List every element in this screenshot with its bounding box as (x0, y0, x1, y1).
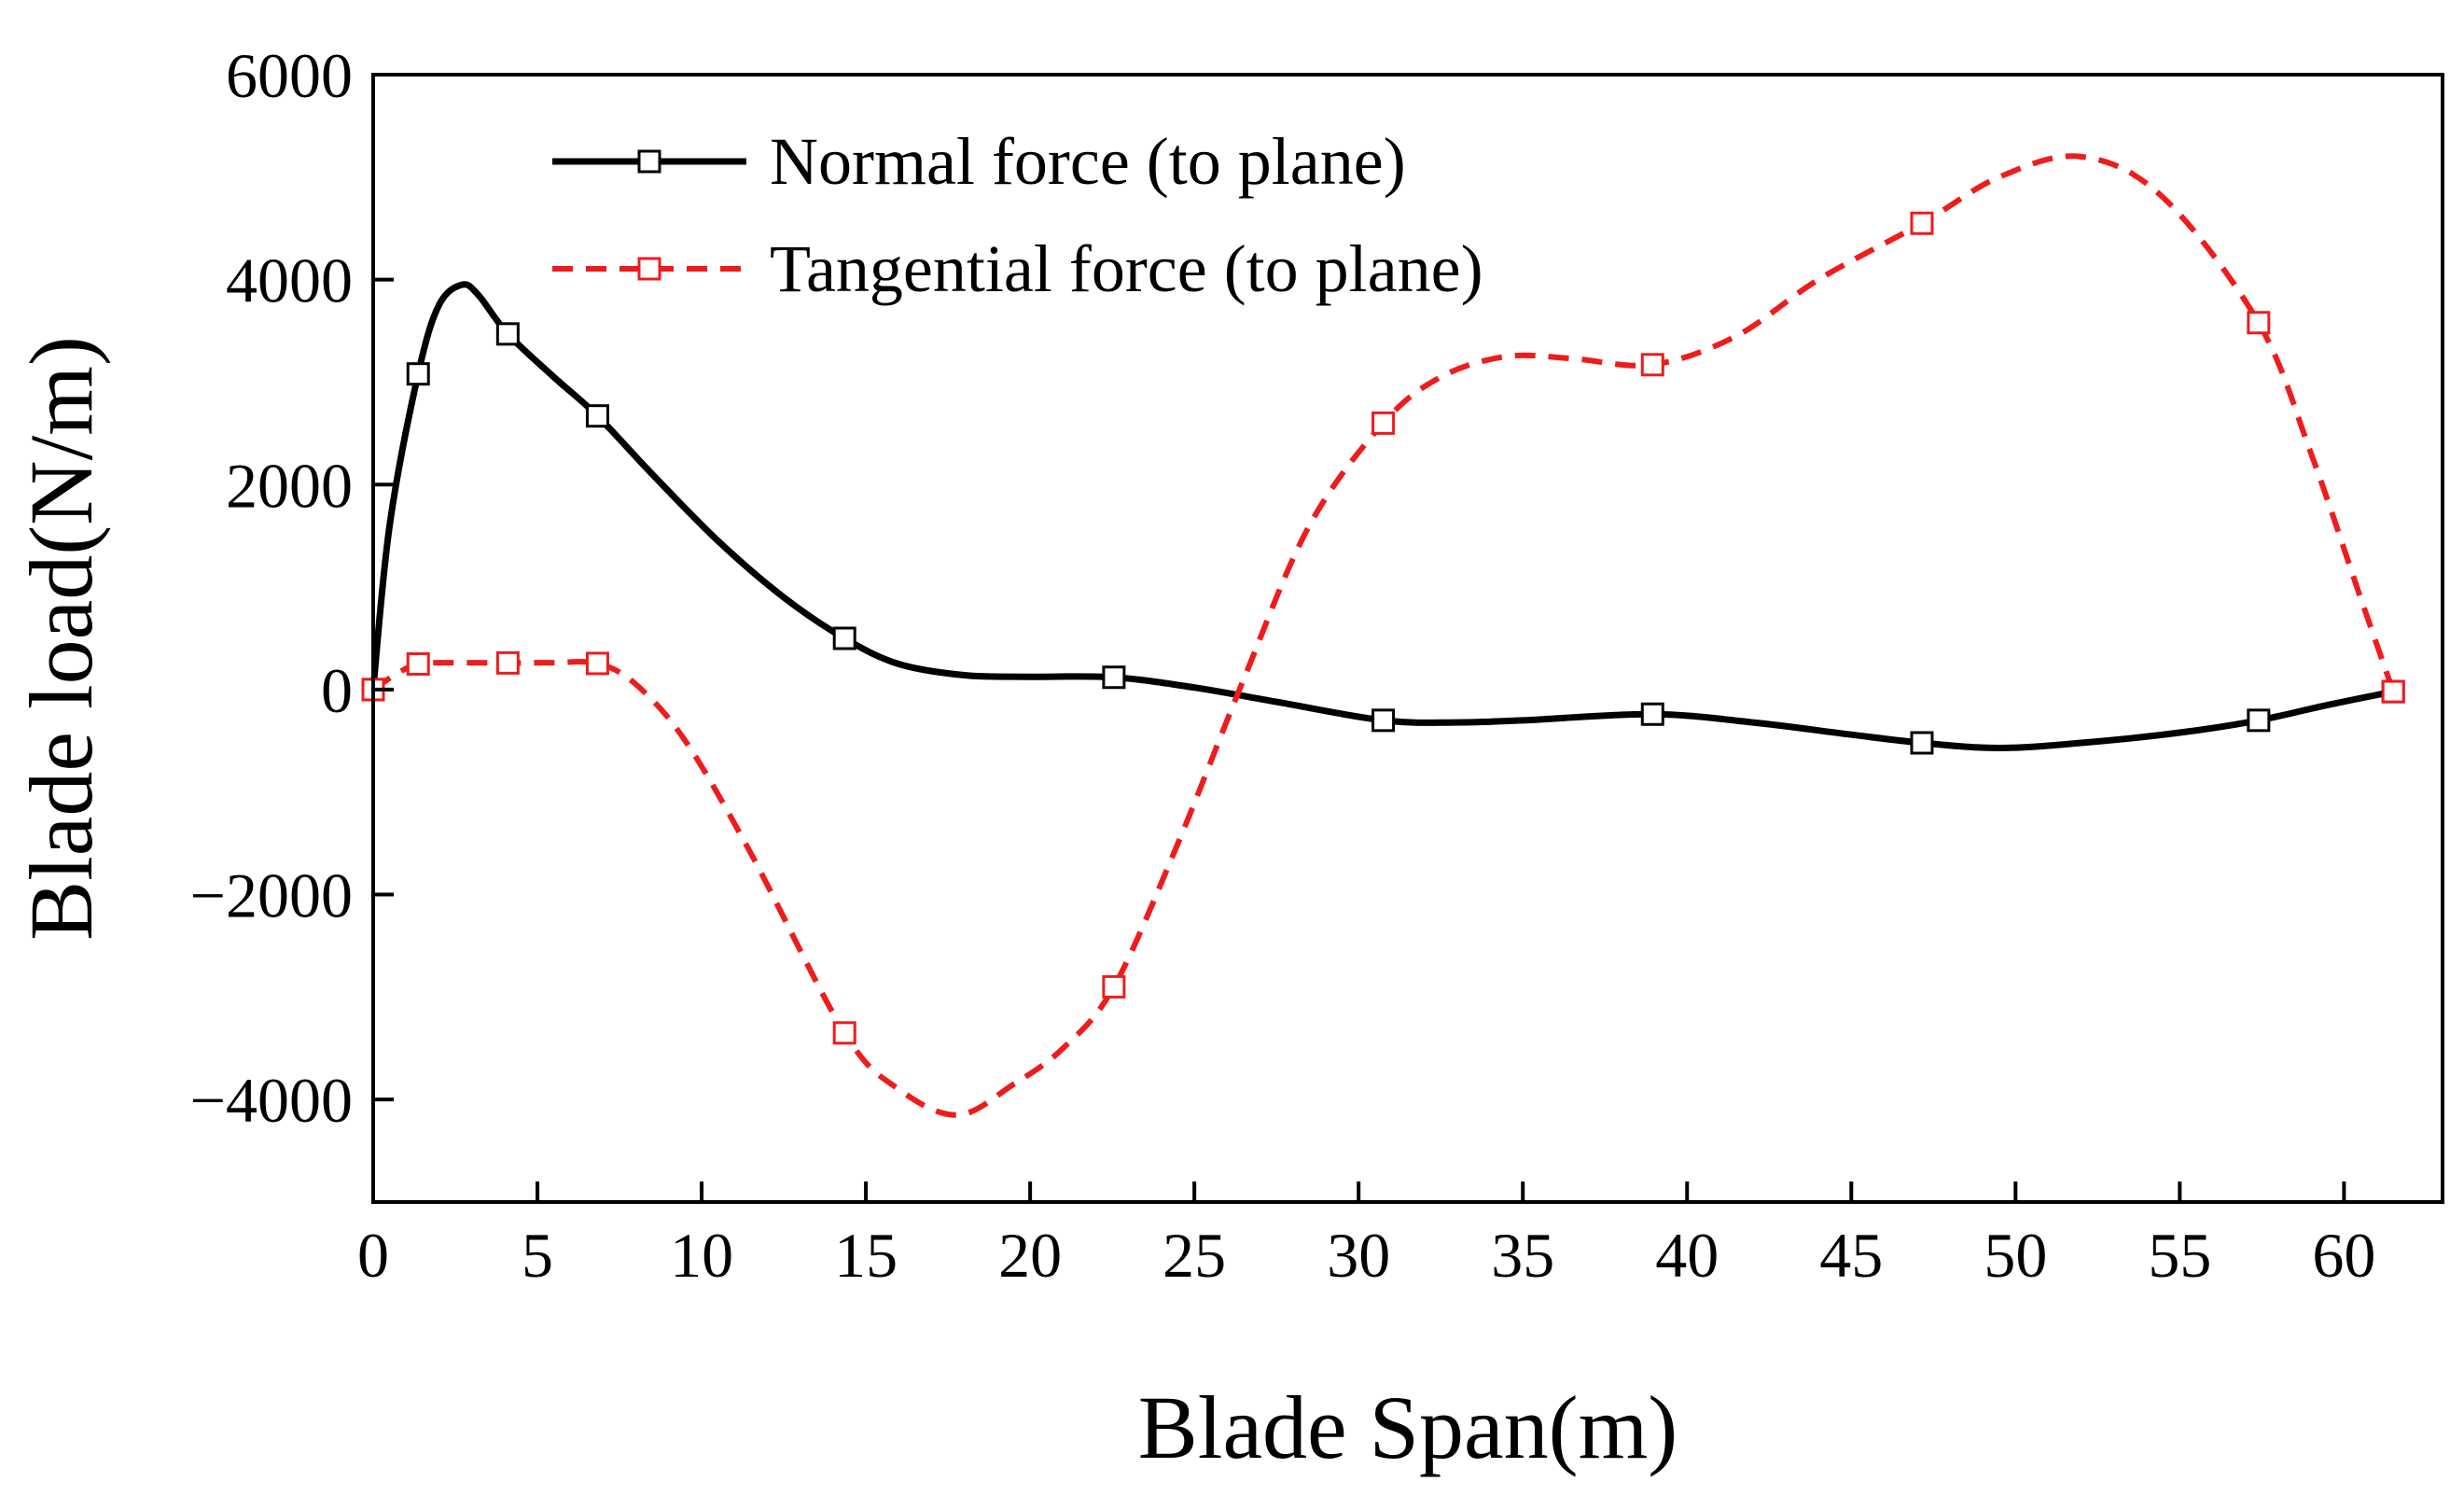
series-1-point (2247, 311, 2271, 335)
x-tick-label: 35 (1491, 1220, 1554, 1291)
series-0-point (406, 362, 430, 386)
plot-frame (371, 73, 2444, 1204)
series-1-point (495, 650, 520, 675)
legend-label-0: Normal force (to plane) (770, 124, 1406, 199)
y-tick-label: −4000 (190, 1065, 353, 1136)
x-tick-label: 0 (357, 1220, 389, 1291)
x-tick-label: 20 (998, 1220, 1062, 1291)
series-line-1 (371, 153, 2397, 1118)
y-axis-title: Blade load(N/m) (11, 336, 111, 941)
legend-marker-1 (637, 257, 661, 281)
series-0-point (1371, 708, 1396, 733)
series-0-point (1910, 731, 1934, 755)
series-0-point (585, 404, 609, 428)
x-tick-label: 60 (2312, 1220, 2375, 1291)
series-0-point (2247, 708, 2271, 733)
series-1-point (832, 1021, 856, 1045)
x-tick-label: 15 (834, 1220, 898, 1291)
series-1-point (2381, 679, 2405, 704)
series-1-point (406, 651, 430, 676)
x-axis-title: Blade Span(m) (1138, 1377, 1678, 1477)
y-tick-label: 6000 (226, 40, 353, 111)
x-tick-label: 10 (670, 1220, 733, 1291)
series-0-point (1102, 665, 1126, 690)
series-1-point (585, 651, 609, 676)
series-1-point (1371, 411, 1396, 435)
series-0-point (832, 626, 856, 650)
series-1-point (1910, 211, 1934, 235)
legend: Normal force (to plane) Tangential force … (552, 124, 1483, 306)
y-tick-label: 0 (321, 655, 353, 726)
x-axis-ticks: 0 5 10 15 20 25 30 35 40 45 50 55 60 (357, 1181, 2375, 1291)
y-axis-ticks: 6000 4000 2000 0 −2000 −4000 (190, 40, 394, 1136)
series-0-point (1640, 702, 1664, 726)
series-layer (369, 153, 2397, 1118)
legend-label-1: Tangential force (to plane) (770, 231, 1483, 306)
x-tick-label: 5 (522, 1220, 553, 1291)
series-1-point (1102, 974, 1126, 999)
series-0-point (495, 322, 520, 346)
y-tick-label: −2000 (190, 860, 353, 931)
x-tick-label: 40 (1655, 1220, 1719, 1291)
x-tick-label: 25 (1162, 1220, 1226, 1291)
series-1-point (1640, 353, 1664, 377)
x-tick-label: 45 (1819, 1220, 1883, 1291)
y-tick-label: 2000 (226, 450, 353, 521)
x-tick-label: 50 (1984, 1220, 2047, 1291)
x-tick-label: 55 (2148, 1220, 2211, 1291)
legend-marker-0 (637, 149, 661, 174)
y-tick-label: 4000 (226, 245, 353, 316)
series-line-0 (369, 281, 2394, 751)
x-tick-label: 30 (1327, 1220, 1390, 1291)
